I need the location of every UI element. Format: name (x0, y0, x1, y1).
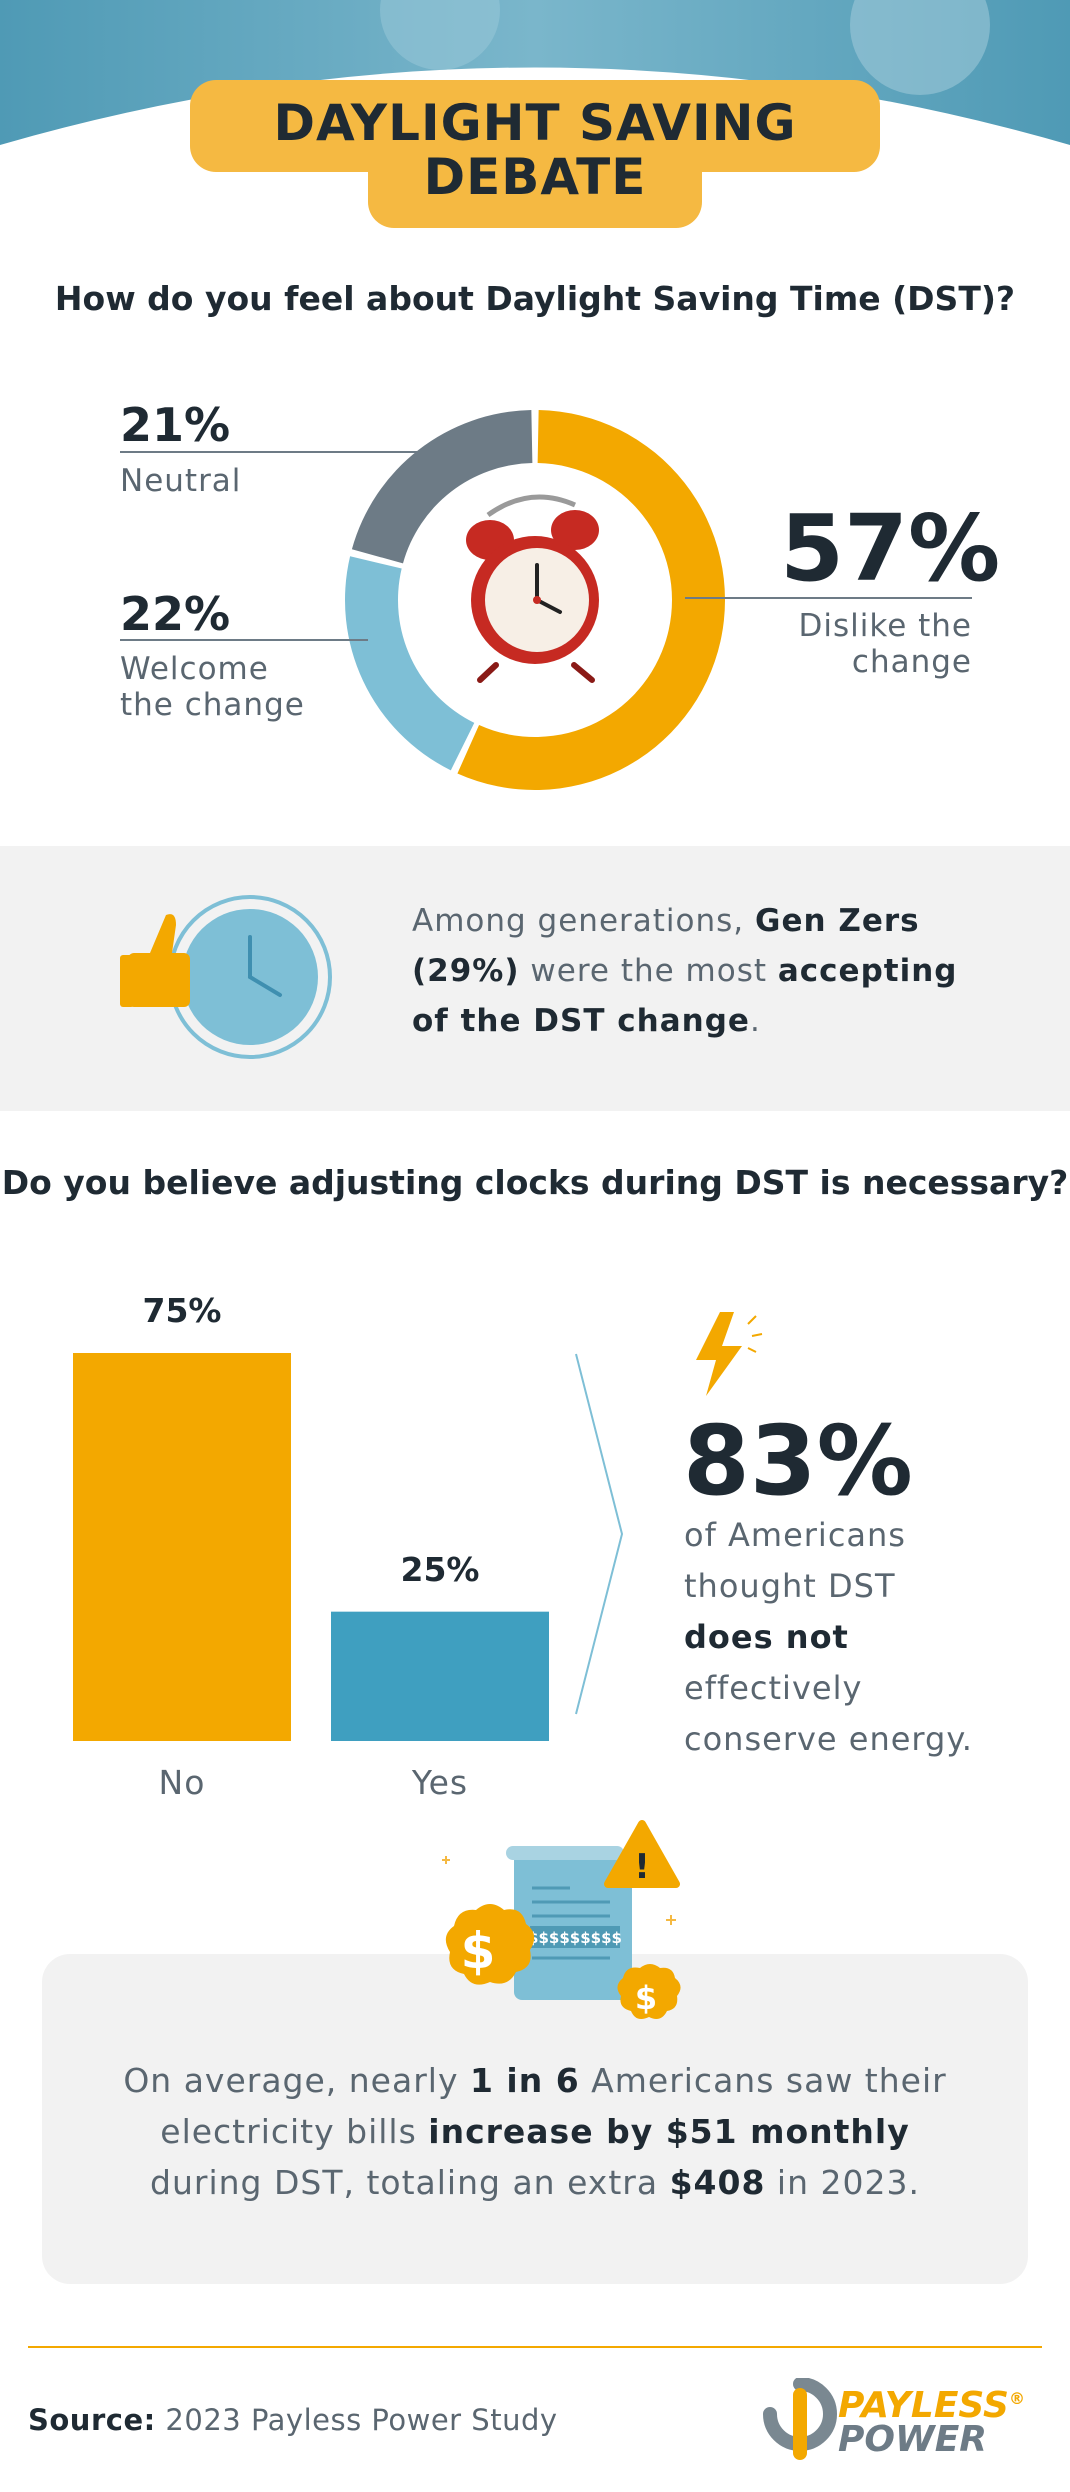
gen-z-text-part: were the most (519, 953, 778, 989)
header-sky-arc (0, 0, 1070, 145)
bill-icon-group: $$$$$$$$$ ! $ $ (442, 1820, 681, 2019)
bill-text: On average, nearly 1 in 6 Americans saw … (110, 2055, 960, 2208)
logo-line-1: PAYLESS (838, 2385, 1009, 2426)
donut-question: How do you feel about Daylight Saving Ti… (54, 279, 1016, 318)
receipt-text: $$$$$$$$$ (528, 1929, 622, 1947)
bar-category-label: Yes (411, 1763, 469, 1802)
bar-category-label: No (158, 1763, 206, 1802)
title-line-1: DAYLIGHT SAVING (273, 94, 797, 152)
gen-z-highlight: Gen Zers (29%) (412, 903, 920, 989)
bill-text-part: in 2023. (765, 2163, 920, 2202)
title-box-tab (368, 150, 702, 228)
bar-yes (331, 1611, 549, 1741)
donut-chart (120, 410, 972, 790)
bar-value-label: 25% (400, 1549, 480, 1589)
footer-divider (28, 2346, 1042, 2348)
gen-z-text-part: . (749, 1003, 761, 1039)
warning-mark: ! (634, 1847, 650, 1887)
bar-question: Do you believe adjusting clocks during D… (1, 1163, 1069, 1202)
gen-z-text-part: Among generations, (412, 903, 756, 939)
payless-power-logo-icon (763, 2378, 837, 2460)
bill-text-part: On average, nearly (123, 2061, 470, 2100)
logo-line-2: POWER (838, 2419, 988, 2460)
gen-z-text: Among generations, Gen Zers (29%) were t… (412, 896, 972, 1046)
source-text: 2023 Payless Power Study (155, 2403, 558, 2437)
title-line-2: DEBATE (423, 148, 647, 206)
bill-text-part: during DST, totaling an extra (150, 2163, 670, 2202)
source-label: Source: (28, 2403, 156, 2437)
bar-no (73, 1353, 291, 1741)
stat-83-text-part: of Americans thought DST (684, 1516, 906, 1605)
bar-value-label: 75% (142, 1291, 222, 1330)
welcome-percent: 22% (120, 587, 231, 641)
source-citation: Source: 2023 Payless Power Study (28, 2403, 558, 2437)
neutral-label: Neutral (120, 463, 242, 499)
welcome-label: Welcome the change (120, 651, 305, 723)
lightbulb-icon (850, 0, 990, 95)
chevron-divider (575, 1353, 624, 1715)
dollar-sign-large: $ (461, 1922, 496, 1980)
dollar-coin-icon (445, 1904, 535, 1985)
bill-highlight: increase by $51 monthly (428, 2112, 910, 2151)
stat-83-text-part: effectively conserve energy. (684, 1669, 973, 1758)
stat-83-highlight: does not (684, 1618, 849, 1656)
alarm-clock-icon (466, 494, 599, 683)
dislike-label: Dislike the change (798, 608, 972, 680)
payless-power-logo: PAYLESS® POWER (838, 2382, 1025, 2460)
bill-box (42, 1954, 1028, 2284)
warning-icon (604, 1820, 680, 1888)
page-title: DAYLIGHT SAVING DEBATE (190, 96, 880, 204)
bill-text-part: Americans saw their electricity bills (160, 2061, 947, 2151)
dollar-sign-small: $ (635, 1979, 657, 2017)
lightning-icon (696, 1312, 763, 1396)
donut-slice-neutral (351, 410, 533, 564)
lightbulb-icon (380, 0, 500, 70)
neutral-percent: 21% (120, 398, 231, 452)
stat-83-text: of Americans thought DST does not effecti… (684, 1510, 1024, 1765)
bill-highlight: $408 (669, 2163, 766, 2202)
bill-highlight: 1 in 6 (469, 2061, 580, 2100)
donut-slice-dislike (457, 410, 726, 790)
stat-83-value: 83% (683, 1405, 913, 1517)
dollar-coin-small-icon (617, 1964, 681, 2019)
dislike-percent: 57% (780, 495, 1001, 602)
bar-chart (73, 1353, 549, 1741)
gen-z-highlight: accepting of the DST change (412, 953, 958, 1039)
thumbs-up-clock-icon (120, 895, 332, 1059)
receipt-icon (506, 1846, 632, 2000)
donut-slice-welcome (345, 556, 475, 771)
header-banner (0, 0, 1070, 160)
logo-registered-mark: ® (1008, 2389, 1025, 2408)
